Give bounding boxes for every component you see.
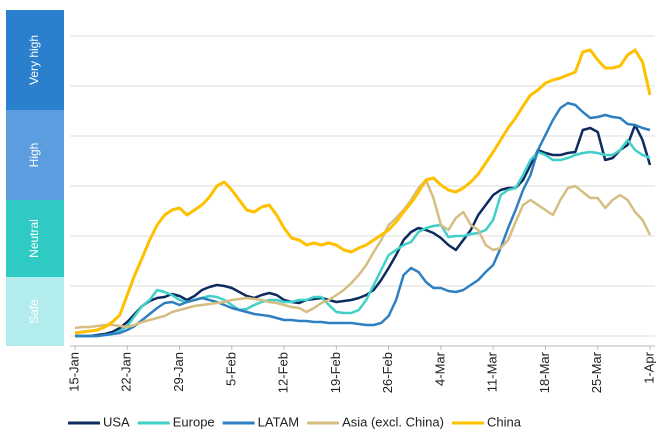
series-line bbox=[74, 178, 652, 330]
legend-label: China bbox=[487, 414, 522, 429]
x-tick-label: 19-Feb bbox=[328, 352, 343, 393]
legend-label: LATAM bbox=[258, 414, 299, 429]
x-tick-label: 26-Feb bbox=[380, 352, 395, 393]
x-tick-label: 22-Jan bbox=[119, 352, 134, 392]
legend-label: Europe bbox=[173, 414, 215, 429]
x-tick-label: 15-Jan bbox=[66, 352, 81, 392]
zone-label: Very high bbox=[27, 35, 41, 85]
zone-band bbox=[6, 110, 64, 200]
x-tick-label: 11-Mar bbox=[485, 351, 500, 392]
series-line bbox=[75, 138, 651, 338]
x-tick-label: 18-Mar bbox=[537, 351, 552, 393]
x-tick-label: 12-Feb bbox=[276, 352, 291, 393]
zone-label: Safe bbox=[27, 299, 41, 324]
x-tick-label: 29-Jan bbox=[171, 352, 186, 392]
zone-label: High bbox=[27, 143, 41, 168]
x-tick-label: 25-Mar bbox=[589, 351, 604, 393]
legend-label: USA bbox=[103, 414, 130, 429]
x-tick-label: 1-Apr bbox=[641, 351, 656, 383]
series-line bbox=[74, 48, 652, 335]
zone-band bbox=[6, 10, 64, 110]
zone-label: Neutral bbox=[27, 219, 41, 258]
series-line bbox=[75, 101, 651, 338]
x-tick-label: 5-Feb bbox=[223, 352, 238, 386]
x-tick-label: 4-Mar bbox=[432, 351, 447, 386]
legend-label: Asia (excl. China) bbox=[342, 414, 444, 429]
zone-band bbox=[6, 277, 64, 346]
zone-band bbox=[6, 200, 64, 277]
